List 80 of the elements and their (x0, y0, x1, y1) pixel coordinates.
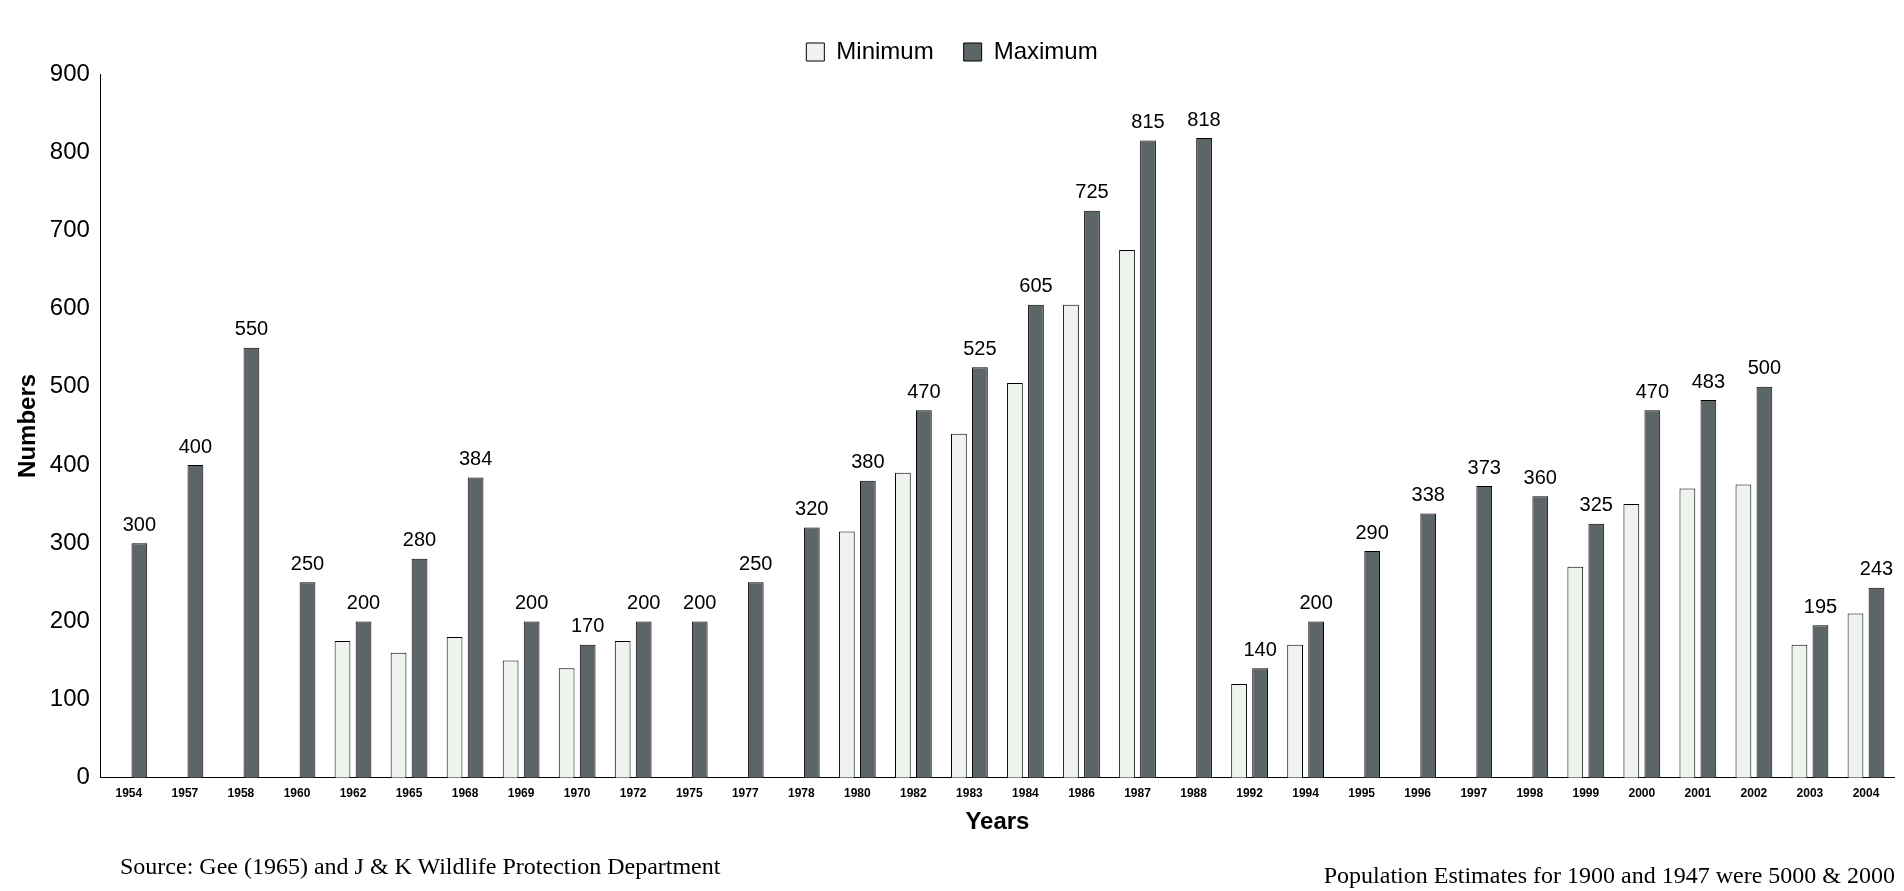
x-tick-label: 1978 (787, 786, 815, 801)
data-label: 483 (1691, 369, 1726, 392)
x-tick-label: 1996 (1404, 786, 1432, 801)
data-label: 338 (1411, 483, 1445, 505)
y-tick-label: 900 (49, 58, 90, 86)
y-axis-title: Numbers (13, 373, 41, 478)
x-tick-label: 1983 (956, 786, 984, 801)
text: Population Estimates for 1900 and 1947 were 5000 & 2000 (1323, 862, 1895, 889)
x-tick-label: 2003 (1796, 786, 1824, 801)
data-label: 195 (1803, 594, 1838, 617)
y-tick-label: 800 (49, 136, 90, 164)
data-label: 605 (1019, 274, 1053, 297)
data-label: 400 (178, 434, 213, 457)
y-tick-label: 600 (49, 293, 90, 321)
x-tick-label: 1977 (731, 786, 759, 801)
data-label: 470 (1635, 379, 1670, 402)
x-tick-label: 1988 (1180, 786, 1208, 801)
x-tick-label: 1975 (675, 786, 703, 801)
data-label: 243 (1859, 557, 1894, 580)
y-tick-label: 100 (49, 684, 90, 712)
x-axis-title: Years (965, 807, 1030, 835)
x-tick-label: 1992 (1236, 786, 1264, 801)
data-label: 725 (1075, 180, 1109, 203)
data-label: 384 (458, 447, 493, 470)
data-label: 200 (346, 590, 381, 613)
data-label: 325 (1579, 493, 1613, 516)
data-label: 170 (570, 614, 605, 637)
data-label: 250 (290, 551, 325, 574)
x-tick-label: 1984 (1012, 786, 1040, 801)
legend-label: Maximum (993, 36, 1098, 64)
data-label: 815 (1131, 109, 1165, 132)
data-label: 200 (1299, 590, 1333, 613)
data-label: 140 (1243, 637, 1277, 660)
data-label: 200 (627, 590, 661, 613)
data-label: 320 (795, 497, 829, 520)
x-tick-label: 2001 (1684, 786, 1712, 801)
data-label: 380 (851, 450, 885, 473)
data-label: 818 (1187, 107, 1221, 130)
data-label: 280 (402, 528, 437, 551)
y-tick-label: 300 (49, 527, 90, 555)
data-label: 250 (739, 551, 773, 574)
x-tick-label: 1960 (283, 786, 311, 801)
legend-label: Minimum (836, 36, 934, 64)
y-tick-label: 200 (49, 606, 90, 634)
x-tick-label: 1999 (1572, 786, 1600, 801)
x-tick-label: 2002 (1740, 786, 1768, 801)
x-tick-label: 1998 (1516, 786, 1544, 801)
x-tick-label: 1995 (1348, 786, 1376, 801)
x-tick-label: 1970 (563, 786, 591, 801)
data-label: 373 (1467, 455, 1501, 478)
x-tick-label: 1957 (171, 786, 199, 801)
x-tick-label: 1980 (843, 786, 871, 801)
data-label: 500 (1747, 356, 1782, 379)
data-label: 525 (963, 336, 997, 359)
x-tick-label: 1969 (507, 786, 535, 801)
y-tick-label: 0 (76, 762, 90, 790)
data-label: 200 (514, 590, 549, 613)
data-label: 290 (1355, 520, 1389, 543)
data-label: 360 (1523, 465, 1557, 488)
x-tick-label: 1997 (1460, 786, 1488, 801)
x-tick-label: 1987 (1124, 786, 1152, 801)
x-tick-label: 2000 (1628, 786, 1656, 801)
data-label: 470 (907, 379, 941, 402)
data-label: 200 (683, 590, 717, 613)
y-tick-label: 700 (49, 215, 90, 243)
source-note: Source: Gee (1965) and J & K Wildlife Protection Department (120, 853, 721, 880)
x-tick-label: 1958 (227, 786, 255, 801)
data-label: 300 (122, 512, 157, 535)
y-tick-label: 400 (49, 449, 90, 477)
x-tick-label: 1962 (339, 786, 367, 801)
x-tick-label: 1986 (1068, 786, 1096, 801)
x-tick-label: 1982 (900, 786, 928, 801)
x-tick-label: 1972 (619, 786, 647, 801)
x-tick-label: 1965 (395, 786, 423, 801)
data-label: 550 (234, 317, 269, 340)
x-tick-label: 1994 (1292, 786, 1320, 801)
x-tick-label: 2004 (1852, 786, 1880, 801)
y-tick-label: 500 (49, 371, 90, 399)
x-tick-label: 1954 (115, 786, 143, 801)
x-tick-label: 1968 (451, 786, 479, 801)
